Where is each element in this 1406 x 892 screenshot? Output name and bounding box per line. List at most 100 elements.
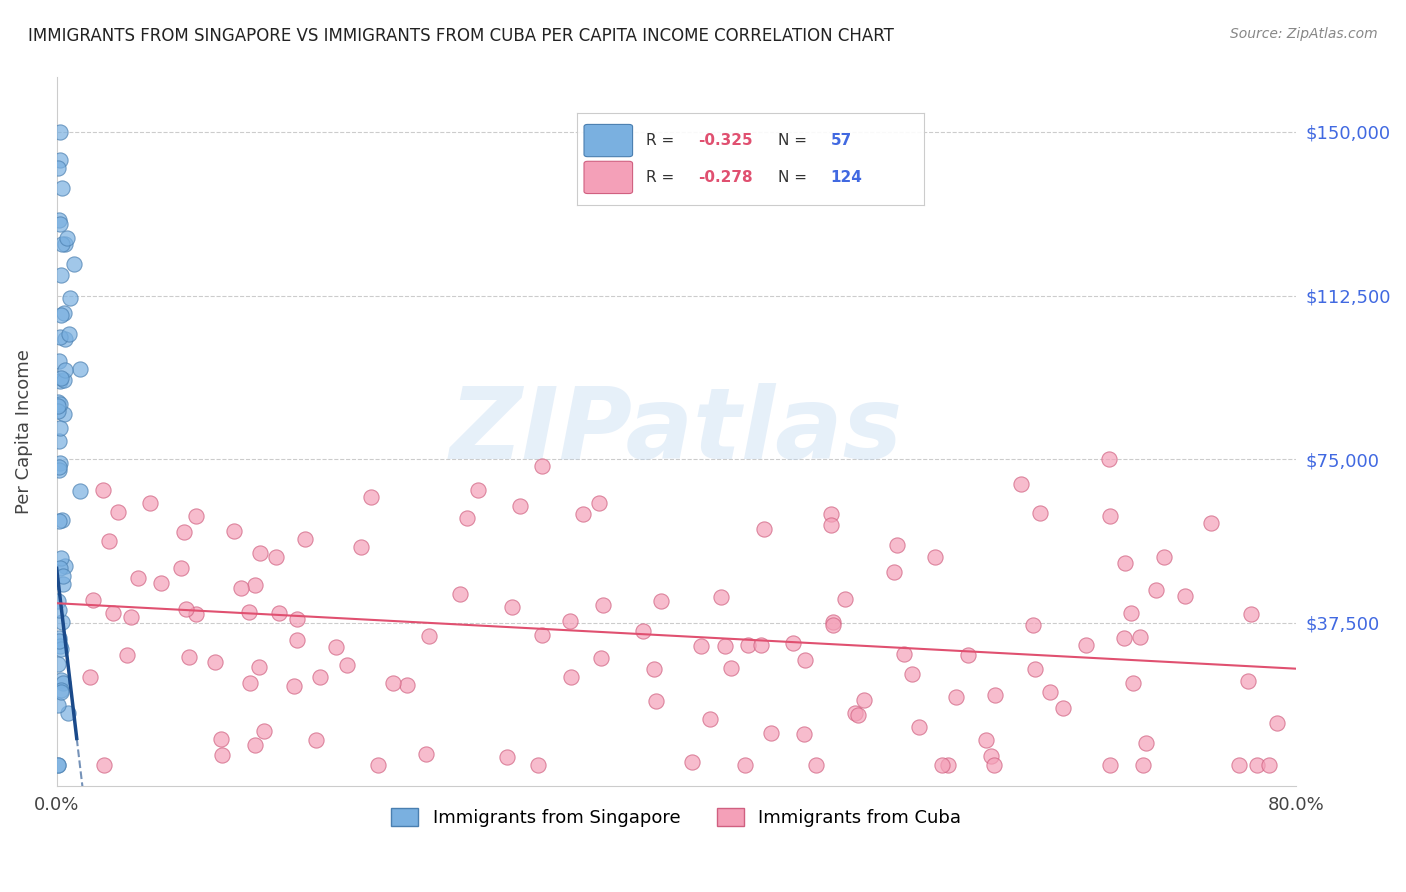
Point <box>974 732 997 747</box>
Text: ZIPatlas: ZIPatlas <box>450 384 903 481</box>
Point <box>48 434 70 449</box>
Point <box>558 614 581 628</box>
Point <box>48 353 70 368</box>
Point <box>1039 685 1062 699</box>
Point <box>1052 700 1074 714</box>
Point <box>924 549 946 564</box>
Point <box>367 757 389 772</box>
Point <box>243 578 266 592</box>
Point <box>936 757 959 772</box>
Point <box>149 576 172 591</box>
Point <box>49 374 72 388</box>
Point <box>69 362 91 376</box>
Point <box>907 720 929 734</box>
Point <box>101 607 124 621</box>
Point <box>49 642 72 657</box>
Point <box>631 624 654 639</box>
Point <box>681 755 703 769</box>
Point <box>1121 676 1143 690</box>
Point <box>782 636 804 650</box>
Point <box>1265 716 1288 731</box>
Point <box>360 491 382 505</box>
Point <box>1129 630 1152 644</box>
Point <box>115 648 138 662</box>
Point <box>1240 607 1263 621</box>
Text: IMMIGRANTS FROM SINGAPORE VS IMMIGRANTS FROM CUBA PER CAPITA INCOME CORRELATION : IMMIGRANTS FROM SINGAPORE VS IMMIGRANTS … <box>28 27 894 45</box>
Point <box>714 639 737 653</box>
Y-axis label: Per Capita Income: Per Capita Income <box>15 350 32 515</box>
Point <box>560 670 582 684</box>
Point <box>751 638 773 652</box>
Point <box>48 397 70 411</box>
Point <box>49 456 72 470</box>
Point <box>883 565 905 579</box>
Point <box>382 676 405 690</box>
Point <box>46 404 69 418</box>
Point <box>294 532 316 546</box>
Point <box>531 628 554 642</box>
Point <box>846 707 869 722</box>
Point <box>253 724 276 739</box>
Point <box>1119 606 1142 620</box>
Point <box>48 698 70 712</box>
Point <box>49 683 72 698</box>
Point <box>184 607 207 622</box>
Point <box>93 757 115 772</box>
Point <box>184 508 207 523</box>
Point <box>527 757 550 772</box>
Point <box>51 268 73 282</box>
Point <box>49 371 72 385</box>
Point <box>107 505 129 519</box>
Point <box>1174 589 1197 603</box>
Point <box>1022 617 1045 632</box>
Point <box>591 651 613 665</box>
Point <box>48 213 70 227</box>
Point <box>759 725 782 739</box>
Point <box>945 690 967 705</box>
Point <box>501 600 523 615</box>
Point <box>49 561 72 575</box>
Point <box>349 540 371 554</box>
Point <box>1112 631 1135 645</box>
Point <box>49 421 72 435</box>
Point <box>53 332 76 346</box>
Point <box>531 459 554 474</box>
Point <box>886 538 908 552</box>
Point <box>46 757 69 772</box>
Point <box>222 524 245 539</box>
Point <box>844 706 866 720</box>
Point <box>56 230 79 244</box>
Point <box>53 306 76 320</box>
Point <box>325 640 347 654</box>
Point <box>689 639 711 653</box>
Point <box>285 632 308 647</box>
Point <box>204 655 226 669</box>
Point <box>893 647 915 661</box>
Point <box>52 576 75 591</box>
Point <box>46 395 69 409</box>
Point <box>170 560 193 574</box>
Point <box>49 673 72 687</box>
Point <box>957 648 980 662</box>
Point <box>1024 662 1046 676</box>
Point <box>980 748 1002 763</box>
Point <box>52 568 75 582</box>
Point <box>49 218 72 232</box>
Point <box>49 329 72 343</box>
Point <box>395 678 418 692</box>
Point <box>69 483 91 498</box>
Point <box>983 689 1005 703</box>
Point <box>51 550 73 565</box>
Point <box>49 640 72 654</box>
Point <box>1237 674 1260 689</box>
Point <box>931 757 953 772</box>
Point <box>48 463 70 477</box>
Point <box>983 757 1005 772</box>
Point <box>46 161 69 175</box>
Point <box>53 236 76 251</box>
Point <box>249 547 271 561</box>
Point <box>52 373 75 387</box>
Point <box>120 610 142 624</box>
Point <box>58 706 80 720</box>
Point <box>53 363 76 377</box>
